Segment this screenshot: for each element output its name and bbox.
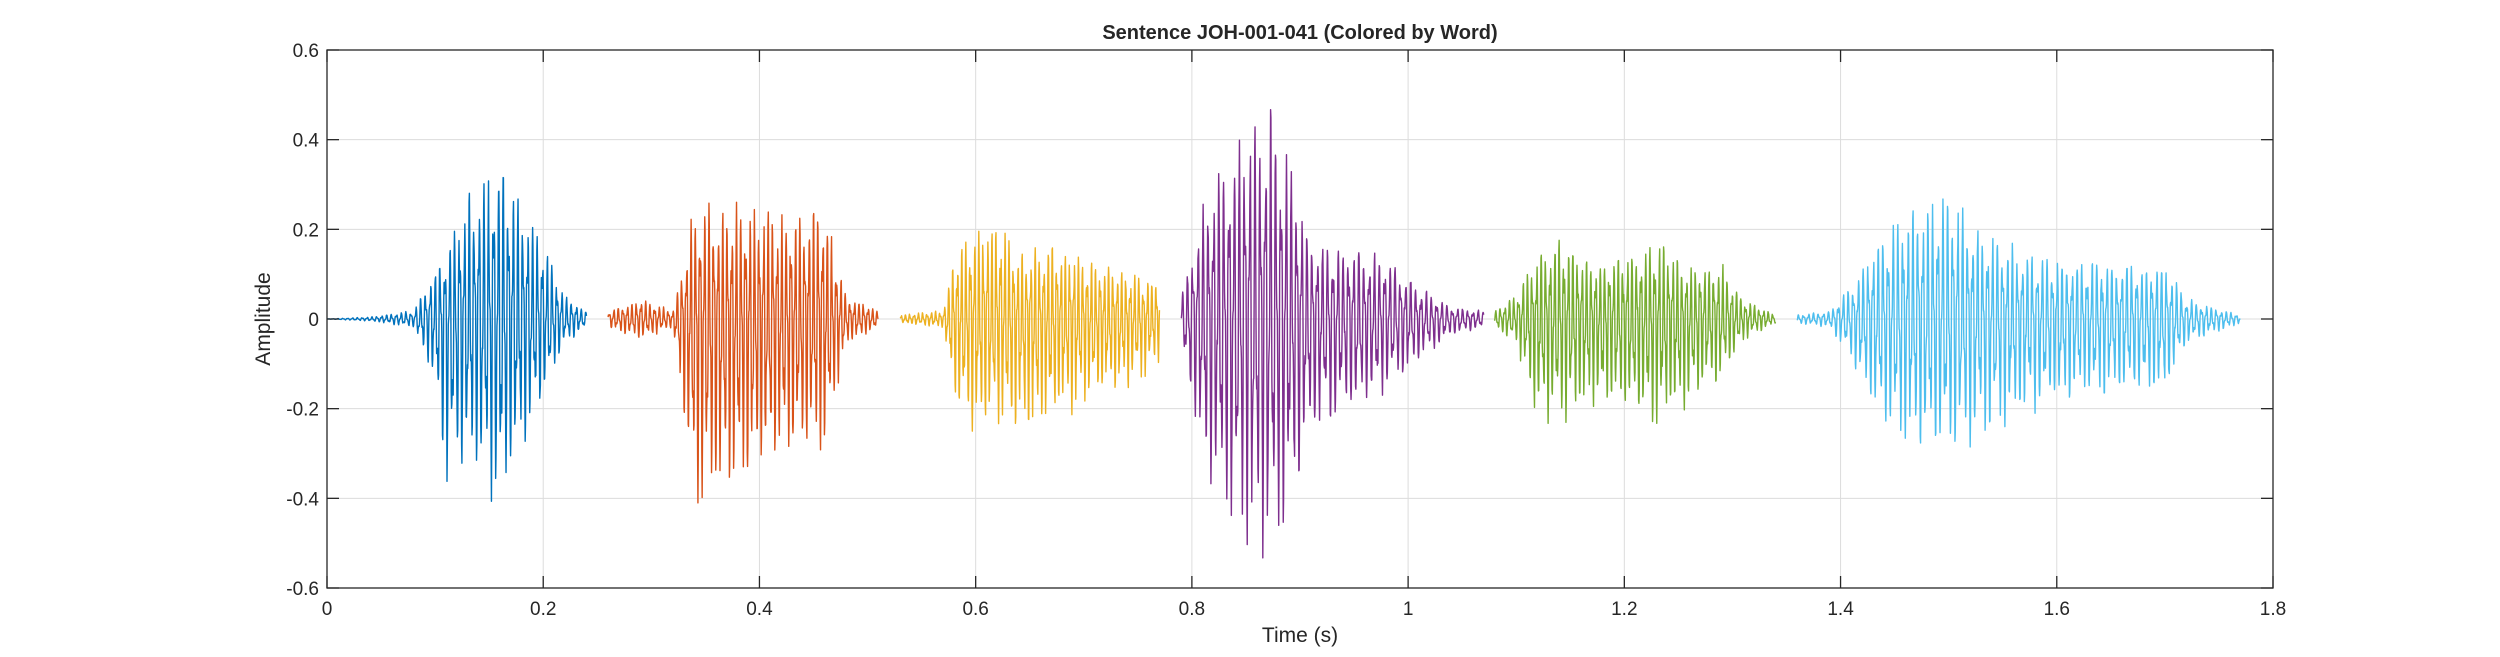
x-tick-label: 1.4 xyxy=(1827,599,1854,620)
word-waveform-1 xyxy=(326,176,588,502)
word-waveform-6 xyxy=(1796,198,2241,448)
word-waveform-3 xyxy=(899,230,1161,432)
y-tick-label: 0.4 xyxy=(293,131,320,152)
x-axis-label: Time (s) xyxy=(1262,624,1338,647)
x-tick-label: 1.6 xyxy=(2044,599,2070,620)
y-tick-label: 0.2 xyxy=(293,220,319,241)
x-tick-label: 0 xyxy=(322,599,333,620)
y-tick-label: -0.4 xyxy=(286,489,319,510)
x-tick-label: 0.8 xyxy=(1179,599,1205,620)
x-tick-label: 1 xyxy=(1403,599,1414,620)
y-tick-label: -0.2 xyxy=(286,400,319,421)
x-tick-label: 0.2 xyxy=(530,599,556,620)
chart-title: Sentence JOH-001-041 (Colored by Word) xyxy=(1102,22,1497,44)
word-waveform-2 xyxy=(607,201,879,504)
y-tick-label: 0 xyxy=(308,310,319,331)
y-axis-label: Amplitude xyxy=(252,272,275,365)
x-tick-label: 1.2 xyxy=(1611,599,1637,620)
x-tick-label: 0.6 xyxy=(962,599,988,620)
word-waveform-5 xyxy=(1493,239,1777,425)
ticks: 0 0.2 0.4 0.6 0.8 1 1.2 1.4 1.6 1.8 -0.6 -0.4 -0.2 0 0… xyxy=(286,41,2286,620)
x-tick-label: 1.8 xyxy=(2260,599,2286,620)
y-tick-label: 0.6 xyxy=(293,41,319,62)
y-tick-label: -0.6 xyxy=(286,579,319,600)
word-waveform-4 xyxy=(1180,109,1485,559)
x-tick-label: 0.4 xyxy=(746,599,773,620)
series-layer xyxy=(326,109,2241,559)
